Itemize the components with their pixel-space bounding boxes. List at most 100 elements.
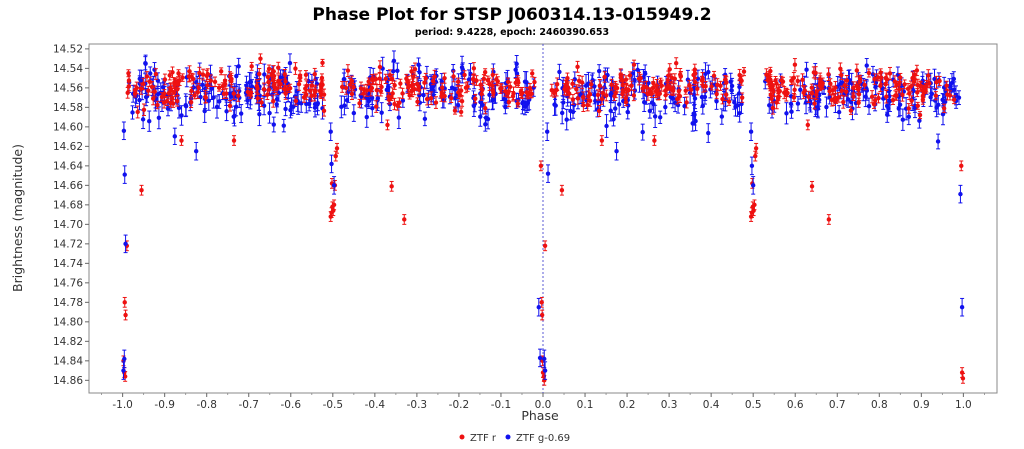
data-point	[378, 88, 384, 94]
ztf-r-point	[549, 83, 554, 97]
ztf-r-point	[409, 66, 414, 77]
data-point	[312, 105, 318, 110]
ztf-r-point	[423, 72, 428, 84]
ztf-r-point	[459, 95, 465, 107]
data-point	[642, 99, 647, 105]
data-point	[623, 95, 629, 101]
data-point	[722, 77, 728, 82]
data-point	[809, 85, 815, 90]
ztf-r-point	[197, 66, 202, 80]
ztf-r-point	[415, 97, 420, 107]
ztf-r-point	[378, 85, 384, 97]
ztf-r-point	[266, 64, 272, 74]
data-point	[519, 91, 524, 96]
ztf-r-point	[720, 93, 725, 105]
data-point	[729, 88, 734, 93]
data-point	[505, 79, 511, 85]
ztf-g-point	[147, 110, 152, 132]
data-point	[663, 88, 668, 93]
data-point	[147, 118, 152, 124]
ztf-g-point	[935, 133, 941, 150]
data-point	[775, 88, 781, 93]
ztf-r-point	[613, 80, 618, 93]
data-point	[265, 92, 270, 97]
data-point	[935, 139, 941, 144]
ztf-r-point	[912, 75, 917, 84]
data-point	[956, 95, 962, 100]
ztf-r-point	[530, 69, 535, 78]
data-point	[581, 103, 586, 108]
data-point	[801, 90, 806, 95]
y-tick-label: 14.54	[53, 63, 83, 75]
x-tick-label: -0.1	[491, 399, 512, 411]
ztf-r-point	[474, 75, 479, 86]
ztf-g-point	[561, 95, 566, 110]
data-point	[596, 68, 602, 74]
data-point	[657, 115, 663, 120]
ztf-r-point	[683, 86, 688, 95]
ztf-r-point	[666, 82, 672, 91]
data-point	[857, 79, 863, 84]
ztf-r-point	[410, 83, 415, 97]
data-point	[218, 69, 224, 74]
data-point	[804, 67, 809, 72]
data-point	[370, 105, 375, 111]
data-point	[141, 81, 146, 87]
data-point	[455, 79, 461, 84]
ztf-r-point	[212, 76, 218, 88]
data-point	[570, 81, 575, 87]
data-point	[126, 78, 132, 83]
ztf-r-point	[470, 74, 476, 84]
ztf-g-point	[156, 106, 162, 130]
data-point	[791, 95, 797, 100]
data-point	[442, 93, 447, 99]
data-point	[232, 113, 237, 119]
data-point	[678, 72, 683, 77]
ztf-g-point	[232, 105, 237, 127]
ztf-r-point	[271, 71, 277, 82]
data-point	[313, 77, 318, 82]
ztf-r-point	[132, 84, 138, 96]
ztf-g-point	[577, 85, 583, 104]
ztf-r-point	[257, 68, 262, 80]
data-point	[204, 73, 209, 79]
data-point	[176, 71, 181, 76]
y-tick-label: 14.86	[53, 375, 83, 387]
data-point	[829, 97, 834, 103]
data-point	[897, 80, 902, 86]
data-point	[574, 86, 579, 92]
ztf-g-point	[732, 94, 737, 110]
data-point	[774, 100, 779, 105]
data-point	[341, 77, 347, 82]
data-point	[608, 108, 613, 113]
ztf-r-point	[532, 76, 537, 88]
x-tick-label: -0.3	[407, 399, 428, 411]
ztf-r-point	[231, 87, 236, 100]
ztf-g-point	[784, 102, 789, 125]
ztf-r-point	[357, 98, 362, 108]
data-point	[462, 72, 467, 78]
ztf-r-point	[126, 69, 131, 78]
ztf-r-point	[312, 67, 317, 81]
data-point	[894, 83, 899, 88]
ztf-r-point	[741, 67, 747, 77]
data-point	[866, 103, 872, 109]
x-tick-label: -0.6	[281, 399, 302, 411]
data-point	[565, 75, 570, 81]
data-point	[912, 77, 917, 82]
data-point	[632, 77, 637, 83]
ztf-r-point	[906, 103, 911, 114]
ztf-r-point	[795, 75, 800, 87]
y-tick-label: 14.78	[53, 297, 83, 309]
ztf-g-point	[315, 95, 321, 112]
data-point	[795, 78, 800, 84]
data-point	[506, 89, 511, 94]
ztf-g-point	[932, 68, 937, 90]
ztf-r-point	[282, 69, 287, 80]
data-point	[405, 80, 411, 85]
data-point	[549, 87, 554, 93]
ztf-r-point	[941, 103, 947, 114]
ztf-g-point	[483, 117, 488, 132]
data-point	[906, 106, 911, 111]
data-point	[709, 84, 714, 89]
